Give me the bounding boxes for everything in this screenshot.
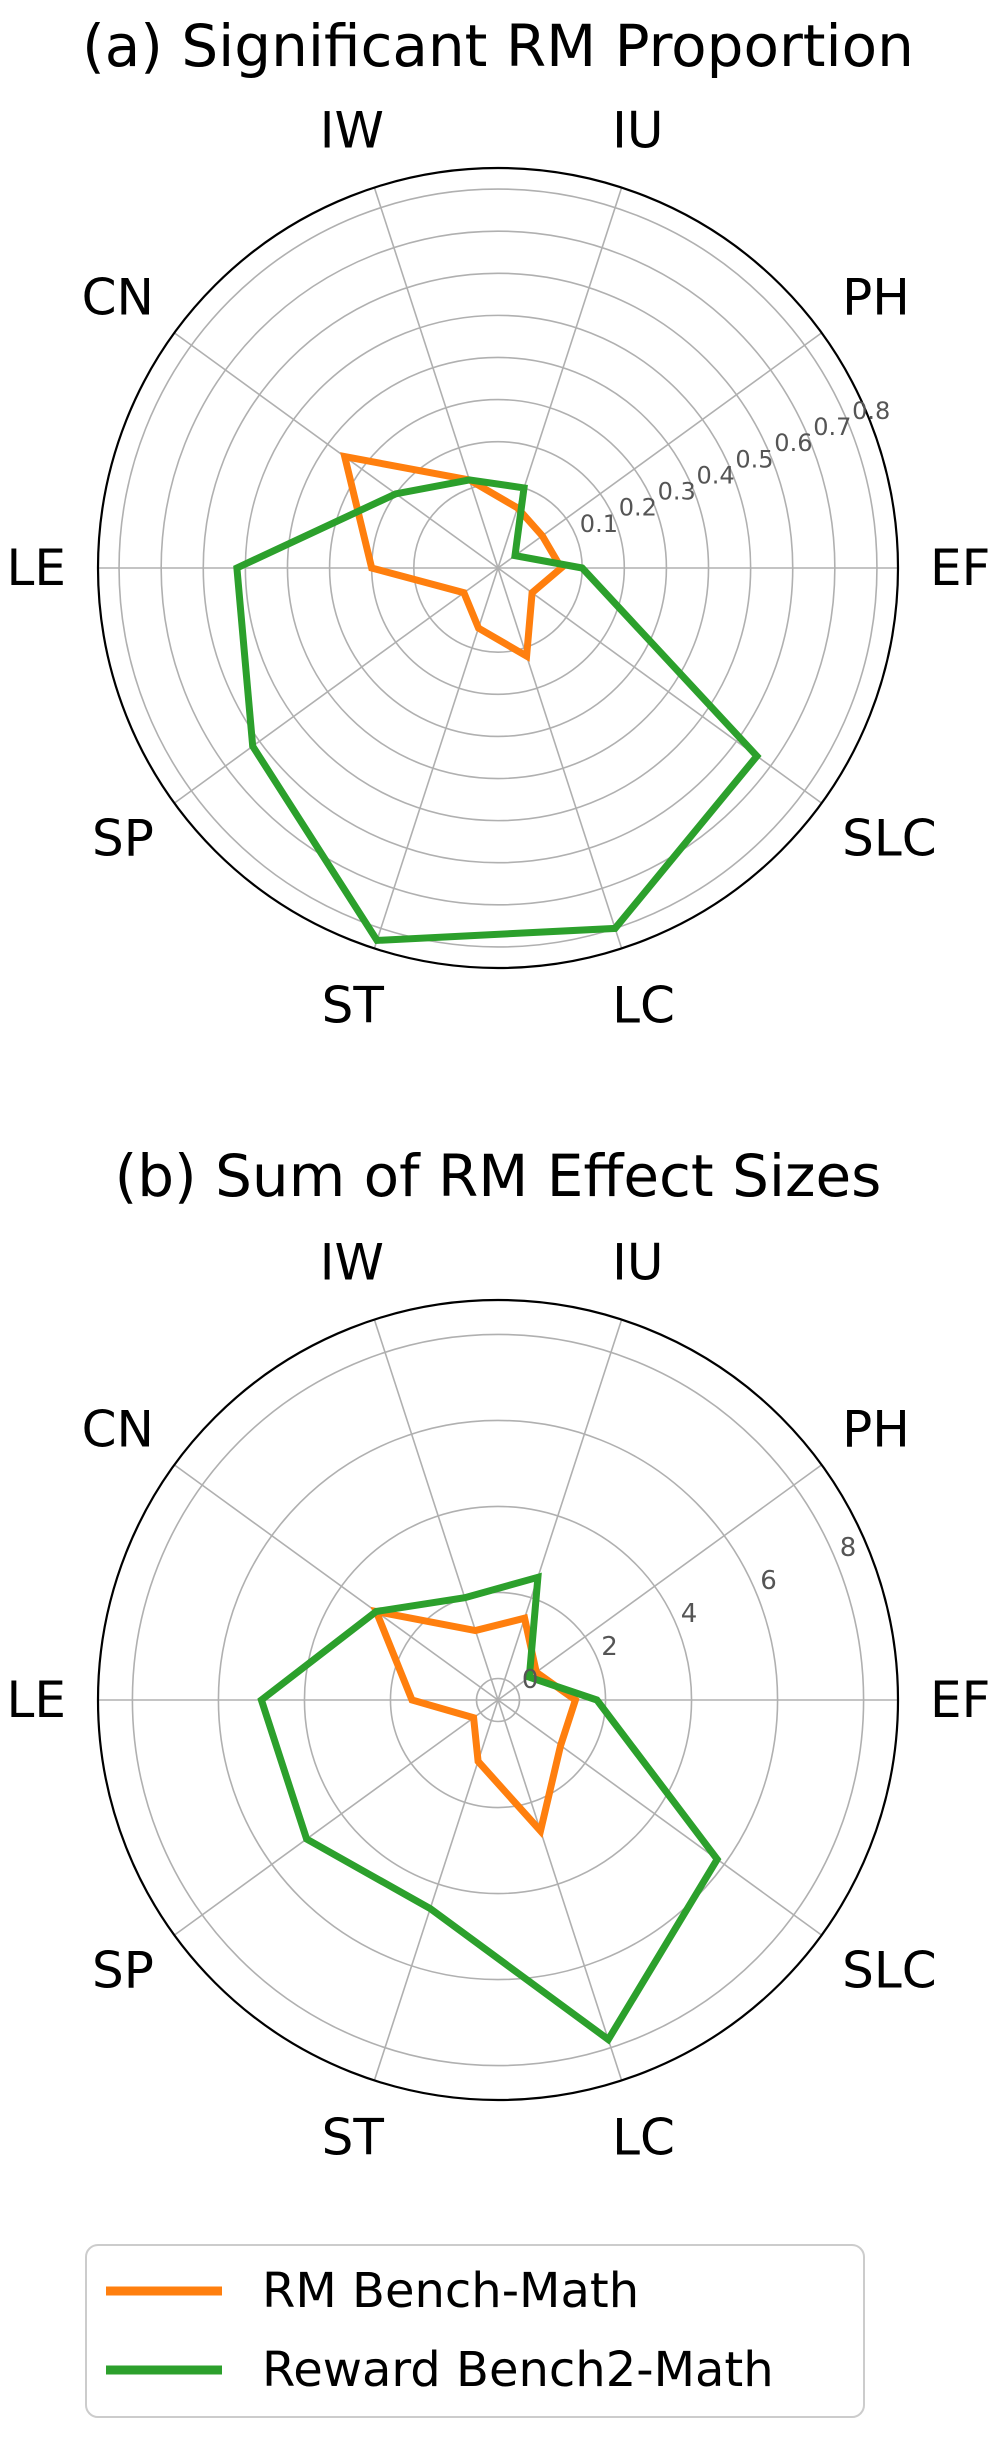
radar-grid (96, 1298, 900, 2102)
series-line (340, 452, 566, 662)
category-label: ST (322, 977, 385, 1035)
category-label: SP (92, 809, 154, 867)
radial-tick-labels: 0 2 4 6 8 (522, 1533, 856, 1695)
category-label: SP (92, 1941, 154, 1999)
series-line (370, 1606, 580, 1839)
legend-item: RM Bench-Math (106, 2263, 639, 2319)
category-label: SLC (842, 809, 937, 867)
radial-tick-label: 2 (601, 1632, 618, 1662)
chart-title: (a) Significant RM Proportion (82, 12, 914, 80)
legend-label: RM Bench-Math (262, 2263, 639, 2319)
radial-tick-label: 8 (840, 1533, 857, 1563)
category-label: ST (322, 2109, 385, 2167)
category-label: LC (612, 2109, 675, 2167)
radial-tick-label: 4 (681, 1599, 698, 1629)
radial-tick-label: 0.6 (774, 429, 812, 457)
polar-frame (96, 1298, 900, 2102)
grid-spoke (173, 332, 499, 569)
grid-spoke (497, 1319, 623, 1701)
grid-spoke (497, 567, 823, 804)
category-labels: EF PH IU IW CN LE SP ST LC SLC (7, 1234, 991, 2167)
radial-tick-label: 6 (760, 1566, 777, 1596)
grid-spoke (373, 187, 499, 569)
category-label: IW (320, 102, 384, 160)
grid-spoke (173, 1464, 499, 1701)
grid-spoke (497, 567, 623, 949)
radar-panel-a: (a) Significant RM Proportion EF PH IU IW CN… (7, 12, 991, 1035)
grid-spoke (497, 1464, 823, 1701)
series-line (233, 476, 762, 944)
legend-frame (85, 2244, 865, 2418)
legend: RM Bench-Math Reward Bench2-Math (85, 2244, 865, 2418)
radar-panel-b: (b) Sum of RM Effect Sizes EF PH IU IW CN LE S… (7, 1142, 991, 2167)
grid-spoke (373, 1319, 499, 1701)
grid-spoke (497, 1699, 823, 1936)
radial-tick-label: 0.8 (852, 397, 890, 425)
category-label: PH (842, 269, 910, 327)
category-label: EF (930, 539, 990, 597)
category-label: PH (842, 1401, 910, 1459)
radial-tick-label: 0.4 (697, 461, 735, 489)
category-label: LE (7, 539, 66, 597)
category-label: LC (612, 977, 675, 1035)
radial-tick-label: 0.7 (813, 413, 851, 441)
legend-item: Reward Bench2-Math (106, 2342, 774, 2398)
grid-spoke (173, 567, 499, 804)
radial-tick-label: 0.2 (619, 494, 657, 522)
category-label: IW (320, 1234, 384, 1292)
radial-tick-labels: 0.10.20.30.40.50.60.70.8 (580, 397, 890, 538)
radial-tick-label: 0.3 (658, 478, 696, 506)
grid-spoke (497, 332, 823, 569)
legend-label: Reward Bench2-Math (262, 2342, 774, 2398)
category-label: IU (612, 1234, 663, 1292)
radial-tick-label: 0 (522, 1665, 539, 1695)
category-label: CN (82, 269, 154, 327)
series-line (257, 1572, 722, 2045)
category-label: LE (7, 1671, 66, 1729)
radial-tick-label: 0.1 (580, 510, 618, 538)
series-layer (233, 452, 762, 944)
category-label: SLC (842, 1941, 937, 1999)
grid-spoke (497, 1699, 623, 2081)
series-layer (257, 1572, 722, 2045)
category-labels: EF PH IU IW CN LE SP ST LC SLC (7, 102, 991, 1035)
category-label: IU (612, 102, 663, 160)
radial-tick-label: 0.5 (735, 445, 773, 473)
polar-frame (96, 166, 900, 970)
chart-title: (b) Sum of RM Effect Sizes (115, 1142, 882, 1210)
category-label: EF (930, 1671, 990, 1729)
grid-spoke (173, 1699, 499, 1936)
category-label: CN (82, 1401, 154, 1459)
